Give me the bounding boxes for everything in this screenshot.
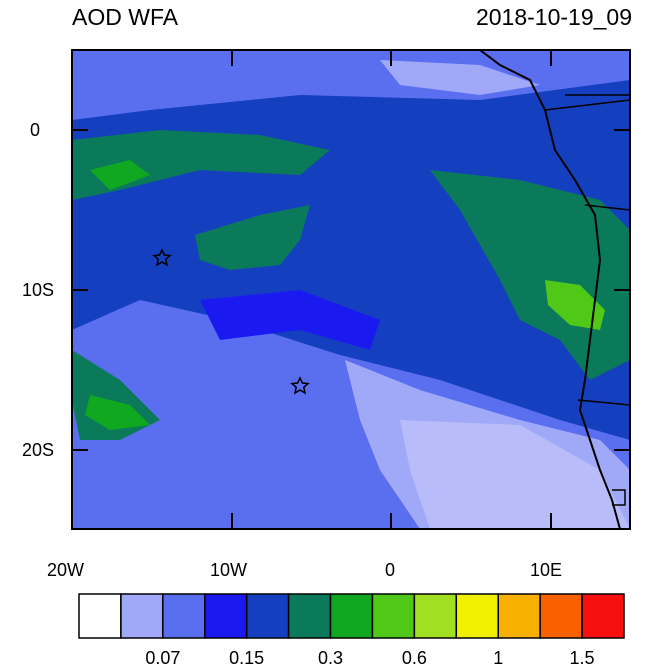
axis-ticks [71, 50, 630, 529]
colorbar-label: 0.3 [318, 648, 344, 668]
colorbar [78, 593, 625, 639]
x-tick-label-20w: 20W [47, 560, 85, 580]
station-marker-2 [290, 376, 310, 395]
colorbar-swatch [455, 593, 499, 639]
colorbar-label: 0.15 [229, 648, 265, 668]
colorbar-swatch [287, 593, 332, 639]
colorbar-swatch [497, 593, 541, 639]
colorbar-swatch [78, 593, 122, 639]
colorbar-swatch [245, 593, 290, 639]
colorbar-swatch [539, 593, 583, 639]
x-tick-label-10w: 10W [210, 560, 248, 580]
x-tick-label-0: 0 [385, 560, 396, 580]
colorbar-swatch [120, 593, 164, 639]
y-tick-label-10s: 10S [22, 280, 55, 300]
colorbar-swatch [371, 593, 416, 639]
colorbar-label: 1.5 [569, 648, 595, 668]
colorbar-label: 1 [493, 648, 504, 668]
colorbar-swatch [162, 593, 206, 639]
colorbar-swatch [581, 593, 625, 639]
colorbar-swatch [413, 593, 458, 639]
y-tick-label-0: 0 [30, 120, 41, 140]
x-tick-label-10e: 10E [530, 560, 563, 580]
map-title: AOD WFA [72, 4, 179, 30]
colorbar-swatch [329, 593, 374, 639]
y-tick-label-20s: 20S [22, 440, 55, 460]
colorbar-label: 0.07 [145, 648, 181, 668]
colorbar-swatch [204, 593, 248, 639]
map-timestamp: 2018-10-19_09 [475, 4, 632, 30]
colorbar-label: 0.6 [401, 648, 427, 668]
aod-field [72, 50, 630, 529]
station-marker-1 [152, 248, 172, 267]
